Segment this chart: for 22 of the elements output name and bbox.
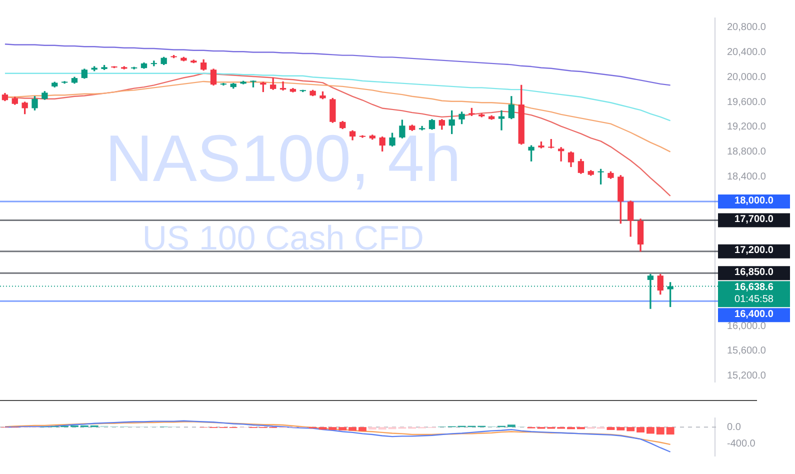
y-tick-label: -400.0 (727, 438, 756, 450)
ref-line-label: 17,700.0 (734, 214, 774, 225)
candlestick (280, 81, 286, 91)
y-tick-label: 19,600.0 (727, 96, 766, 108)
ref-line-label: 18,000.0 (734, 195, 774, 206)
y-tick-label: 19,200.0 (727, 122, 766, 133)
y-tick-label: 20,400.0 (727, 46, 766, 58)
y-tick-label: 0.0 (727, 422, 742, 433)
candlestick (150, 60, 157, 66)
y-tick-label: 20,000.0 (727, 72, 766, 83)
y-tick-label: 16,000.0 (727, 320, 766, 332)
y-tick-label: 18,400.0 (727, 171, 766, 182)
ref-line-label: 17,200.0 (734, 245, 774, 256)
y-tick-label: 20,800.0 (727, 22, 766, 34)
y-tick-label: 15,200.0 (727, 370, 766, 382)
candlestick (558, 147, 564, 162)
candlestick (498, 110, 505, 130)
y-tick-label: 18,800.0 (727, 146, 766, 158)
ref-line-label: 16,850.0 (734, 266, 774, 278)
y-tick-label: 15,600.0 (727, 346, 766, 357)
ref-line-label: 16,400.0 (734, 308, 774, 320)
ref-line-label: 16,638.6 01:45:58 (734, 282, 774, 305)
